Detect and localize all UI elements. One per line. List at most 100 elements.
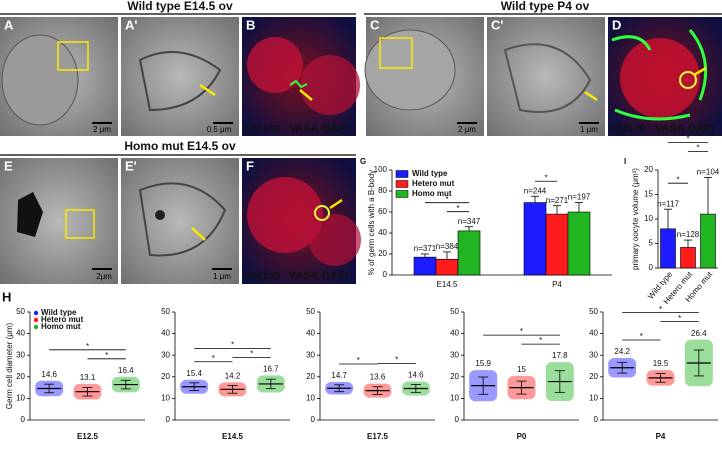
micrograph: C' 1 μm — [487, 17, 605, 136]
n-label: n=128 — [677, 230, 700, 239]
y-tick-label: 10 — [161, 394, 170, 403]
stain-label: DAPI — [688, 123, 714, 135]
scale-label: 2 μm — [93, 125, 111, 134]
x-axis-label: P0 — [517, 432, 527, 441]
y-tick-label: 0 — [455, 415, 460, 424]
bar — [545, 213, 569, 276]
micrograph: E 2μm — [0, 158, 118, 284]
y-tick-label: 10 — [16, 394, 25, 403]
y-tick-label: 0 — [383, 270, 388, 279]
y-tick-label: 20 — [589, 372, 598, 381]
panel-label: G — [360, 157, 366, 166]
y-tick-label: 0 — [649, 263, 654, 272]
micrograph: C 2 μm — [364, 17, 484, 136]
y-tick-label: 10 — [306, 394, 315, 403]
significance-label: * — [686, 134, 689, 143]
legend-dot — [33, 324, 39, 330]
y-tick-label: 20 — [16, 372, 25, 381]
value-label: 13.1 — [80, 373, 96, 382]
y-tick-label: 20 — [378, 249, 387, 258]
panel-label: B — [246, 17, 255, 32]
value-label: 16.4 — [118, 366, 134, 375]
significance-label: * — [105, 351, 108, 360]
value-label: 15.9 — [475, 359, 491, 368]
bar — [567, 211, 591, 276]
bar — [435, 258, 459, 276]
n-label: n=371 — [414, 244, 437, 253]
significance-label: * — [212, 354, 215, 363]
bar — [413, 256, 437, 276]
bar — [523, 202, 547, 276]
significance-label: * — [395, 356, 398, 365]
y-tick-label: 50 — [161, 307, 170, 316]
bar — [700, 213, 716, 269]
y-tick-label: 60 — [378, 207, 387, 216]
significance-label: * — [544, 173, 547, 182]
y-tick-label: 30 — [306, 350, 315, 359]
legend-dot — [33, 310, 39, 316]
significance-label: * — [640, 332, 643, 341]
x-axis-label: P4 — [656, 432, 666, 441]
legend-swatch — [395, 190, 409, 198]
stain-label: GM130 — [244, 123, 280, 135]
legend-label: Homo mut — [41, 322, 81, 331]
significance-label: * — [456, 204, 459, 213]
panel-label: A — [4, 17, 14, 32]
n-label: n=384 — [436, 242, 459, 251]
y-tick-label: 30 — [16, 350, 25, 359]
stain-label: VASA — [655, 123, 685, 135]
stain-label: DAPI — [322, 123, 348, 135]
value-label: 24.2 — [614, 347, 630, 356]
y-tick-label: 30 — [589, 350, 598, 359]
panel-label: D — [612, 17, 621, 32]
significance-label: * — [445, 195, 448, 204]
y-tick-label: 50 — [589, 307, 598, 316]
y-tick-label: 0 — [311, 415, 316, 424]
y-tick-label: 10 — [589, 394, 598, 403]
panel-label: C' — [491, 17, 503, 32]
y-tick-label: 20 — [161, 372, 170, 381]
y-tick-label: 10 — [450, 394, 459, 403]
scale-label: 1 μm — [580, 125, 598, 134]
micrograph: F GM130 VASA DAPI — [242, 158, 361, 284]
legend-label: Wild type — [412, 169, 448, 178]
micrograph: B GM130 VASA DAPI — [242, 17, 360, 136]
significance-label: * — [357, 356, 360, 365]
significance-label: * — [696, 143, 699, 152]
stain-label: GM130 — [244, 270, 280, 282]
significance-label: * — [678, 314, 681, 323]
header: Homo mut E14.5 ov — [124, 139, 236, 153]
y-axis-label: % of germ cells with a B-body — [367, 170, 376, 275]
legend-label: Hetero mut — [412, 179, 455, 188]
legend-label: Wild type — [41, 308, 77, 317]
significance-label: * — [520, 327, 523, 336]
n-label: n=347 — [458, 217, 481, 226]
panel-label: E — [4, 158, 13, 173]
value-label: 19.5 — [653, 359, 669, 368]
scale-label: 0.5 μm — [207, 125, 232, 134]
scale-label: 2 μm — [458, 125, 476, 134]
legend-dot — [33, 317, 39, 323]
n-label: n=117 — [657, 199, 679, 208]
y-tick-label: 40 — [378, 228, 387, 237]
value-label: 14.6 — [408, 371, 424, 380]
value-label: 16.7 — [263, 364, 279, 373]
n-label: n=244 — [524, 186, 547, 195]
y-tick-label: 30 — [450, 350, 459, 359]
y-tick-label: 40 — [306, 329, 315, 338]
y-tick-label: 40 — [161, 329, 170, 338]
x-tick-label: P4 — [552, 280, 562, 289]
y-tick-label: 100 — [374, 165, 388, 174]
bar — [660, 228, 676, 269]
stain-label: DAPI — [322, 270, 348, 282]
x-axis-label: E17.5 — [367, 432, 388, 441]
x-tick-label: E14.5 — [437, 280, 458, 289]
bar — [680, 247, 696, 269]
bar — [457, 230, 481, 276]
panel-label: C — [370, 17, 380, 32]
significance-label: * — [250, 349, 253, 358]
significance-label: * — [659, 305, 662, 314]
value-label: 17.8 — [552, 351, 568, 360]
stain-label: GM130 — [610, 123, 646, 135]
